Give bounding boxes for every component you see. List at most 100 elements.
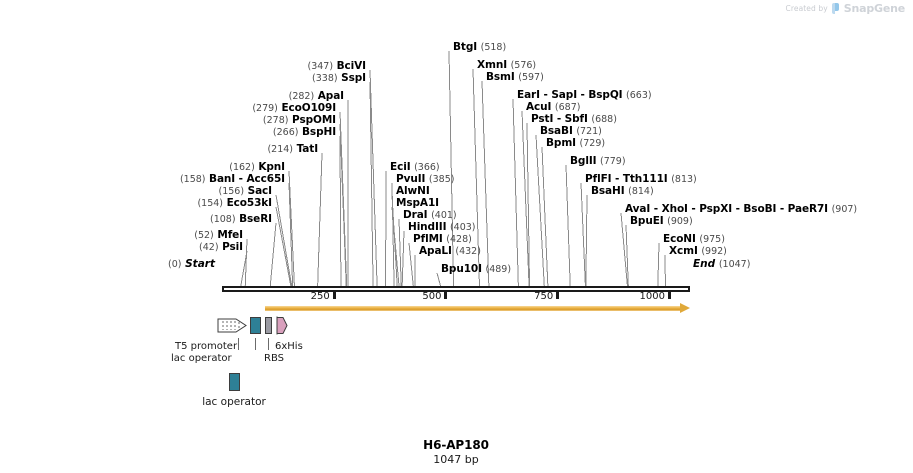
enzyme-position: (266) [272,127,299,138]
enzyme-label-ecoNI[interactable]: EcoNI (975) [663,233,725,246]
enzyme-name: XhoI [661,203,688,215]
backbone-bottom-line [222,290,690,292]
enzyme-label-sacI[interactable]: (156) SacI [218,186,273,198]
enzyme-position: (162) [229,162,255,173]
enzyme-label-mfeI[interactable]: (52) MfeI [194,230,243,242]
start-marker: (0) Start [168,259,215,271]
enzyme-label-xcmI[interactable]: XcmI (992) [669,246,727,258]
enzyme-name: PflMI [413,233,443,245]
enzyme-label-btgI[interactable]: BtgI (518) [453,42,507,54]
enzyme-label-eciI[interactable]: EciI (366) [390,162,440,174]
enzyme-label-bsaBI[interactable]: BsaBI (721) [540,126,602,138]
enzyme-name: XmnI [477,59,508,71]
enzyme-name: BpuEI [630,215,664,227]
enzyme-label-pflFI[interactable]: PflFI - Tth111I (813) [585,173,697,186]
backbone-top-line [222,286,690,288]
enzyme-position: (279) [252,103,278,114]
feature-label-6xhis: 6xHis [275,341,303,352]
enzyme-label-draI[interactable]: DraI (401) [403,209,457,222]
enzyme-name-separator: - [732,203,744,215]
enzyme-label-apaI[interactable]: (282) ApaI [289,90,344,103]
enzyme-label-acuI[interactable]: AcuI (687) [526,102,581,114]
enzyme-position: (813) [671,174,697,185]
orf-arrow-head [680,303,690,313]
ruler-tick-label: 500 [422,291,442,302]
enzyme-label-bpmI[interactable]: BpmI (729) [546,138,605,150]
enzyme-label-pstI[interactable]: PstI - SbfI (688) [531,113,617,126]
enzyme-position: (721) [576,126,602,137]
enzyme-label-avaI[interactable]: AvaI - XhoI - PspXI - BsoBI - PaeR7I (90… [625,203,858,216]
enzyme-label-bpuEI[interactable]: BpuEI (909) [630,215,693,228]
end-label: End [693,258,716,270]
enzyme-label-hindIII[interactable]: HindIII (403) [408,222,476,234]
snapgene-logo-icon [831,3,840,14]
feature-6xhis[interactable] [276,316,288,335]
enzyme-position: (432) [455,246,481,257]
enzyme-position: (403) [449,222,476,233]
construct-title-block: H6-AP180 1047 bp [423,438,489,466]
enzyme-position: (688) [591,114,617,125]
enzyme-position: (52) [194,230,214,241]
enzyme-name: BsoBI [743,203,777,215]
enzyme-label-bsmI[interactable]: BsmI (597) [486,71,544,84]
enzyme-label-earI[interactable]: EarI - SapI - BspQI (663) [517,89,652,102]
enzyme-name: ApaI [317,90,344,102]
enzyme-label-xmnI[interactable]: XmnI (576) [477,59,537,72]
enzyme-position: (154) [197,198,224,209]
enzyme-label-bseRI[interactable]: (108) BseRI [210,213,272,226]
enzyme-name-separator: - [611,173,623,185]
enzyme-name: EcoNI [663,233,696,245]
enzyme-position: (156) [218,186,245,197]
enzyme-position: (42) [199,242,219,253]
enzyme-name: PspXI [699,203,733,215]
ruler-tick [667,292,671,299]
enzyme-name: PspOMI [292,114,336,126]
enzyme-name: Bpu10I [441,263,482,275]
enzyme-label-eco53kI[interactable]: (154) Eco53kI [197,198,272,210]
enzyme-position: (576) [510,60,537,71]
watermark-prefix: Created by [785,4,828,13]
feature-t5-promoter[interactable] [217,316,247,335]
enzyme-name: DraI [403,209,428,221]
enzyme-name-separator: - [553,113,565,125]
enzyme-label-banI[interactable]: (158) BanI - Acc65I [179,174,285,186]
enzyme-name: PsiI [222,241,243,253]
enzyme-position: (518) [480,42,507,53]
enzyme-label-sspI[interactable]: (338) SspI [312,73,366,85]
enzyme-label-ecoO109I[interactable]: (279) EcoO109I [252,103,336,115]
enzyme-name: BsmI [486,71,515,83]
enzyme-label-apaLI[interactable]: ApaLI (432) [419,246,481,258]
enzyme-label-bspHI[interactable]: (266) BspHI [272,126,336,139]
enzyme-label-bsaHI[interactable]: BsaHI (814) [591,186,654,198]
enzyme-label-pspOMI[interactable]: (278) PspOMI [263,114,336,127]
enzyme-label-kpnI[interactable]: (162) KpnI [229,162,285,174]
enzyme-label-tatI[interactable]: (214) TatI [267,144,318,156]
enzyme-position: (158) [179,174,206,185]
enzyme-position: (779) [600,156,626,167]
enzyme-name: BspHI [302,126,336,138]
enzyme-label-bglII[interactable]: BglII (779) [570,156,626,168]
enzyme-name-separator: - [776,203,788,215]
construct-name: H6-AP180 [423,438,489,452]
enzyme-label-bciVI[interactable]: (347) BciVI [308,61,367,73]
feature-lac-operator[interactable] [250,317,261,334]
ruler-tick-label: 750 [534,291,554,302]
enzyme-position: (907) [831,204,858,215]
enzyme-label-mspA1I[interactable]: MspA1I [396,198,439,209]
enzyme-label-bpu10I[interactable]: Bpu10I (489) [441,263,511,276]
enzyme-name: BseRI [239,213,272,225]
enzyme-label-alwNI[interactable]: AlwNI [396,186,430,197]
feature-label-rbs: RBS [264,353,284,364]
enzyme-label-pvuII[interactable]: PvuII (385) [396,174,454,186]
backbone-right-cap [688,286,690,292]
feature-tick-rbs [268,338,269,350]
enzyme-label-psiI[interactable]: (42) PsiI [199,241,243,254]
enzyme-name: MspA1I [396,197,439,209]
enzyme-label-pflMI[interactable]: PflMI (428) [413,233,472,246]
enzyme-position: (687) [554,102,581,113]
enzyme-name: EarI [517,89,540,101]
orf-arrow[interactable] [265,303,690,314]
feature-rbs[interactable] [265,317,272,334]
legend-label-lac-operator: lac operator [202,396,266,408]
